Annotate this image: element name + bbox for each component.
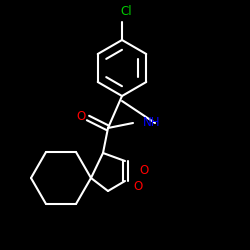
Text: O: O	[139, 164, 148, 177]
Text: O: O	[133, 180, 142, 192]
Text: Cl: Cl	[120, 5, 132, 18]
Text: NH: NH	[143, 116, 160, 130]
Text: O: O	[76, 110, 86, 124]
